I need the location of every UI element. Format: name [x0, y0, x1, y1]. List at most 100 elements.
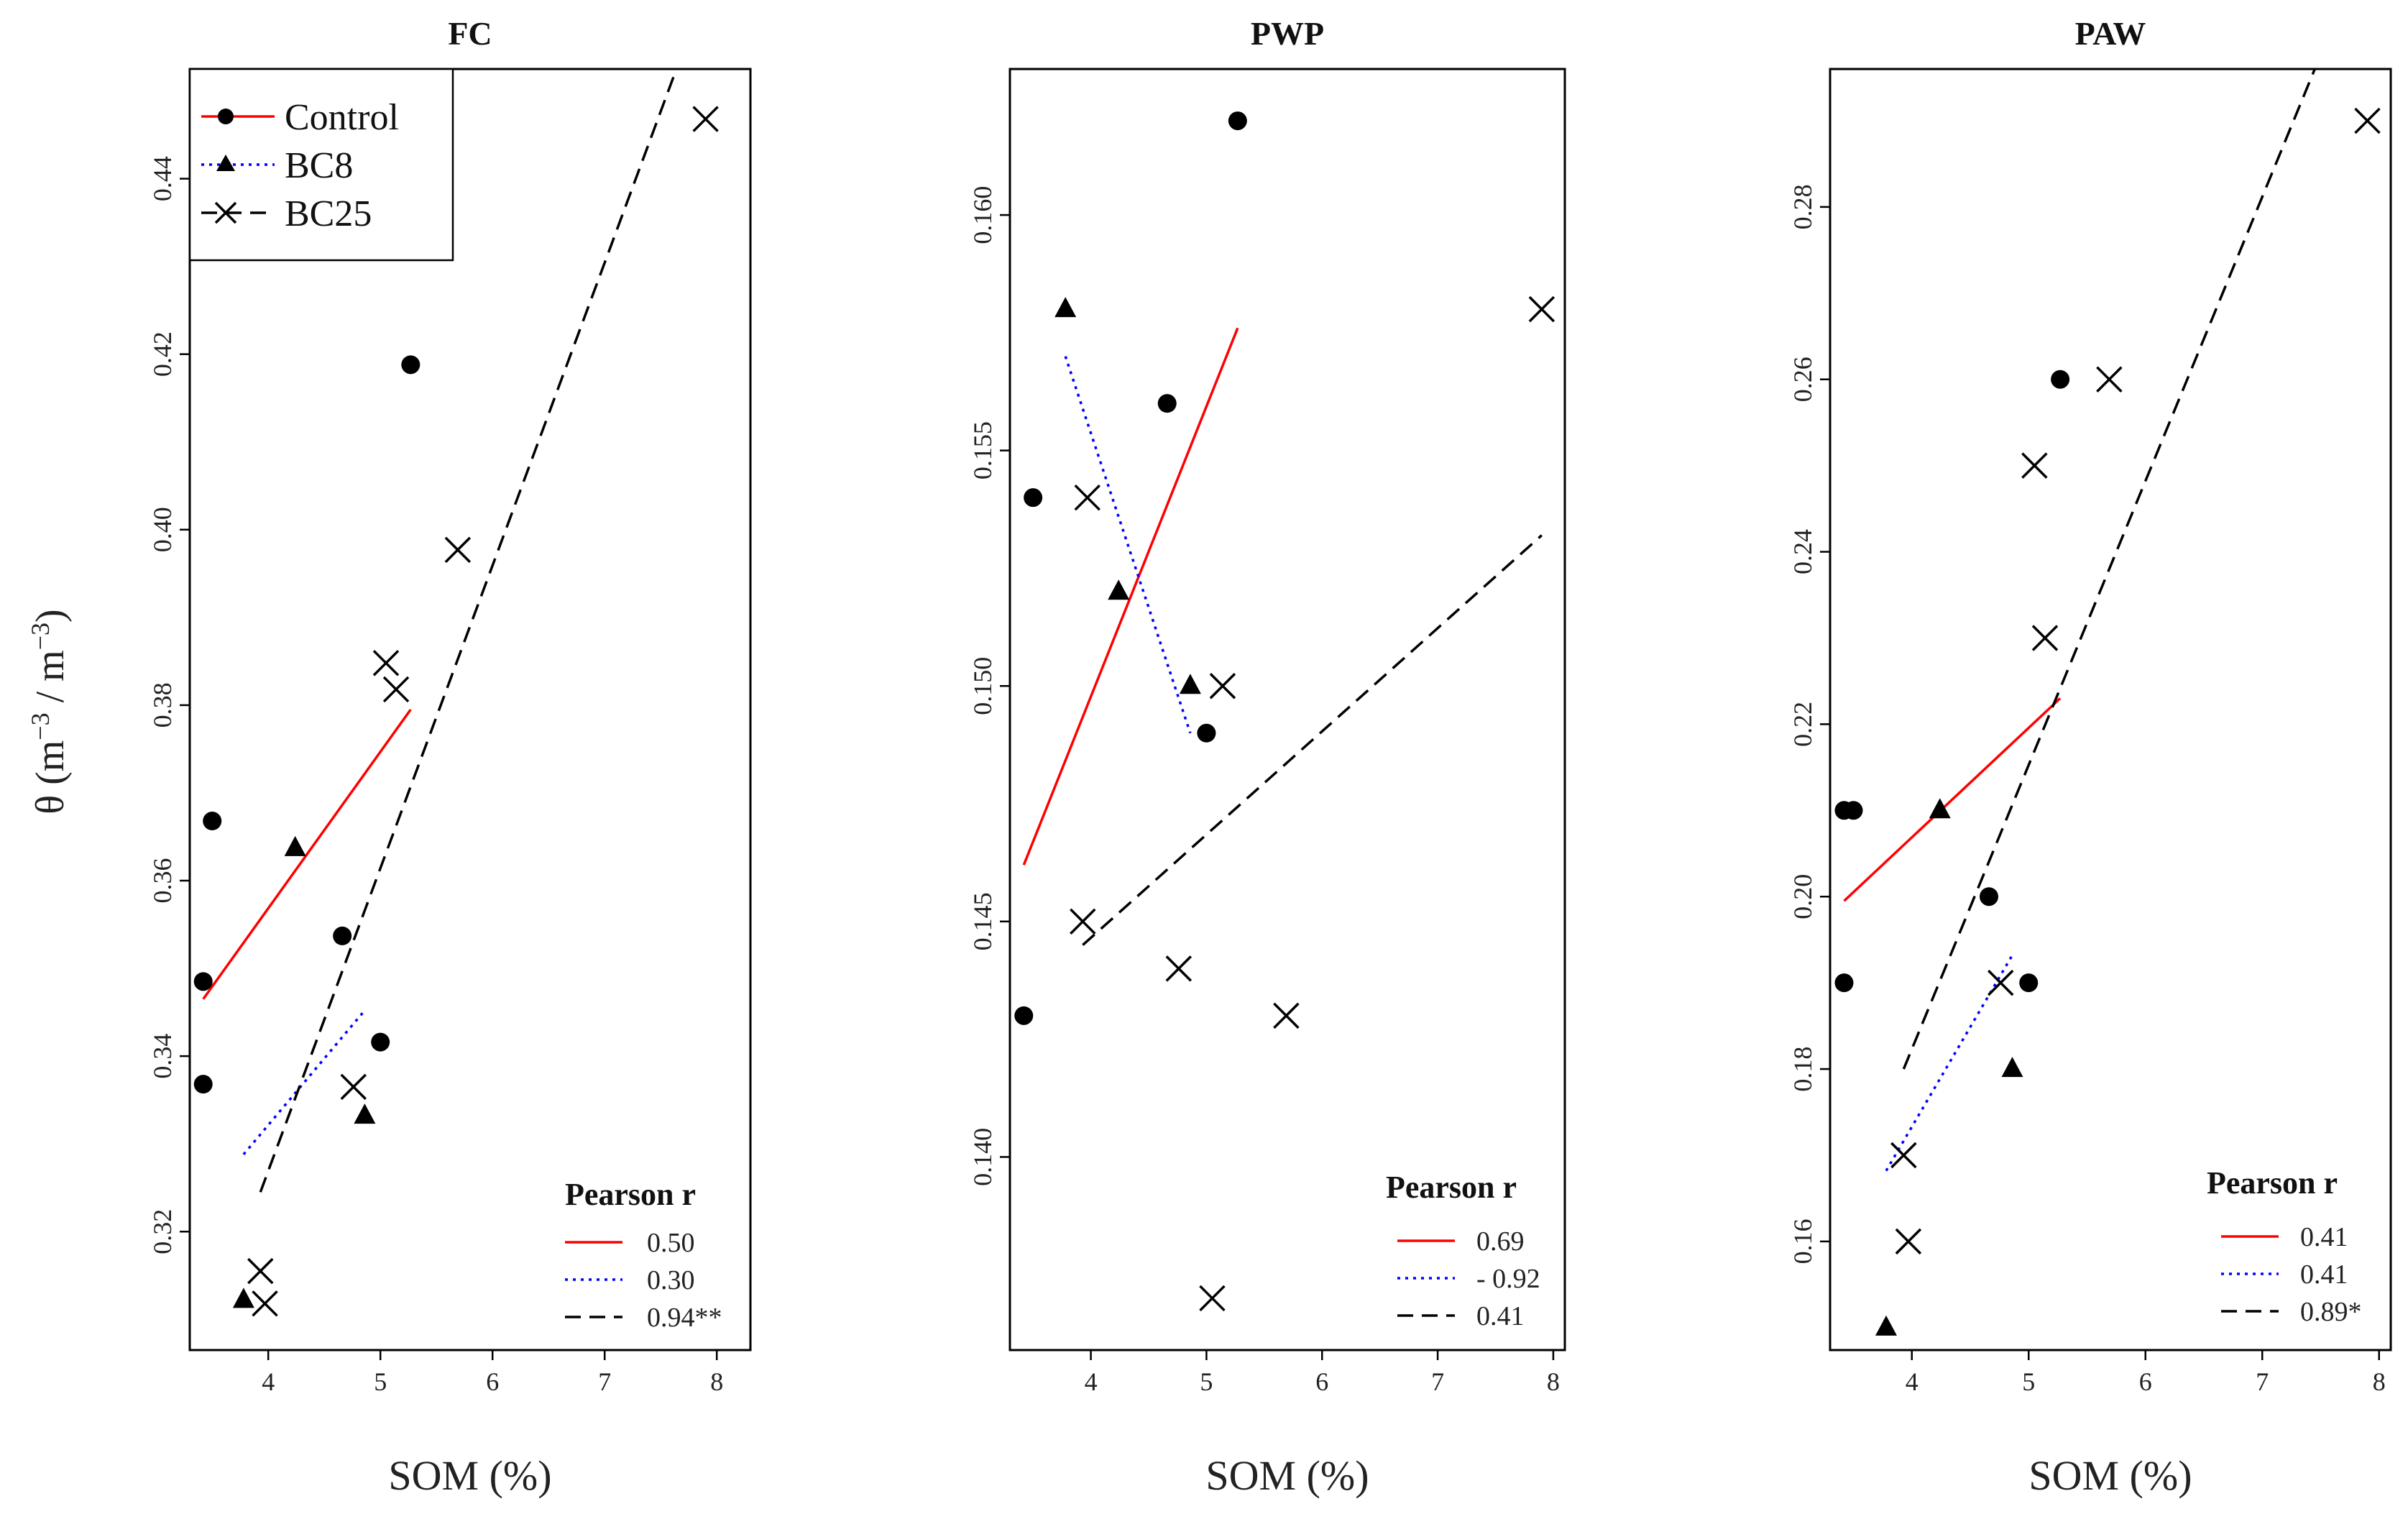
correlation-heading: Pearson r	[1386, 1170, 1517, 1205]
legend-marker-x	[214, 201, 237, 224]
pearson-r-control: 0.41	[2300, 1222, 2348, 1252]
fit-line-bc25	[1902, 69, 2316, 1070]
point-bc25	[340, 1073, 367, 1101]
y-tick-label: 0.28	[1788, 184, 1817, 229]
point-control	[2019, 973, 2039, 993]
point-bc25	[1890, 1142, 1917, 1169]
correlation-box: Pearson r 0.50 0.30 0.94**	[565, 1177, 722, 1333]
point-bc8	[1875, 1315, 1897, 1336]
correlation-box: Pearson r 0.69 - 0.92 0.41	[1386, 1170, 1540, 1331]
legend-label: BC25	[285, 193, 372, 234]
y-tick-label: 0.32	[148, 1209, 177, 1254]
y-axis: 0.32 0.34 0.36 0.38 0.40 0.42 0.44	[148, 156, 190, 1254]
point-bc8	[232, 1288, 254, 1308]
x-axis-label: SOM (%)	[388, 1452, 551, 1499]
panel-title: PWP	[1251, 15, 1324, 52]
x-tick-label: 6	[1315, 1367, 1328, 1396]
point-bc25	[252, 1290, 278, 1317]
y-tick-label: 0.155	[968, 421, 997, 479]
x-tick-label: 4	[262, 1367, 275, 1396]
point-control	[2051, 370, 2070, 389]
y-axis: 0.140 0.145 0.150 0.155 0.160	[968, 186, 1010, 1186]
point-bc25	[1209, 673, 1236, 699]
y-tick-label: 0.150	[968, 657, 997, 715]
y-axis: 0.16 0.18 0.20 0.22 0.24 0.26 0.28	[1788, 184, 1830, 1264]
x-tick-label: 7	[598, 1367, 611, 1396]
y-tick-label: 0.26	[1788, 357, 1817, 402]
pearson-r-bc8: - 0.92	[1476, 1264, 1540, 1294]
pearson-r-control: 0.50	[647, 1228, 695, 1258]
plot-frame	[1008, 68, 1566, 1352]
x-axis-label: SOM (%)	[1205, 1452, 1369, 1499]
y-tick-label: 0.24	[1788, 529, 1817, 574]
x-axis: 4 5 6 7 8	[1906, 1350, 2386, 1396]
point-control	[1014, 1006, 1034, 1025]
point-bc25	[1895, 1228, 1922, 1255]
fit-line-control	[1022, 327, 1239, 866]
point-control	[1980, 887, 1998, 907]
x-tick-label: 7	[2256, 1367, 2269, 1396]
x-tick-label: 6	[486, 1367, 499, 1396]
fit-line-bc25	[1082, 534, 1543, 946]
point-bc25	[2031, 625, 2059, 651]
x-tick-label: 5	[1200, 1367, 1213, 1396]
point-bc8	[354, 1103, 376, 1124]
x-tick-label: 5	[2022, 1367, 2035, 1396]
x-tick-label: 6	[2139, 1367, 2152, 1396]
point-control	[193, 972, 213, 991]
point-bc25	[1273, 1002, 1300, 1029]
point-control	[401, 355, 421, 375]
pearson-r-bc8: 0.41	[2300, 1259, 2348, 1290]
legend-entry-bc25: BC25	[201, 193, 372, 234]
x-tick-label: 7	[1431, 1367, 1444, 1396]
point-bc8	[2001, 1057, 2023, 1078]
point-bc25	[1070, 908, 1096, 935]
point-bc8	[1054, 297, 1077, 318]
point-control	[1834, 973, 1854, 993]
x-axis: 4 5 6 7 8	[262, 1350, 723, 1396]
fit-line-control	[1843, 697, 2062, 902]
point-bc25	[2096, 366, 2123, 393]
correlation-heading: Pearson r	[2207, 1165, 2338, 1201]
fit-line-bc8	[242, 1009, 366, 1155]
y-tick-label: 0.145	[968, 892, 997, 950]
point-control	[1024, 488, 1043, 508]
plot-area	[1014, 111, 1555, 1312]
point-bc25	[1987, 969, 2014, 996]
point-bc8	[1929, 798, 1951, 819]
point-bc25	[1074, 484, 1100, 511]
y-tick-label: 0.16	[1788, 1219, 1817, 1264]
point-bc25	[1528, 295, 1555, 323]
x-tick-label: 4	[1085, 1367, 1098, 1396]
y-tick-label: 0.18	[1788, 1047, 1817, 1092]
point-bc8	[284, 835, 306, 856]
point-control	[1844, 801, 1863, 820]
plot-area	[1834, 69, 2381, 1336]
pearson-r-bc8: 0.30	[647, 1265, 695, 1295]
legend-entry-bc8: BC8	[201, 145, 353, 186]
y-tick-label: 0.34	[148, 1034, 177, 1079]
pearson-r-bc25: 0.41	[1476, 1301, 1525, 1331]
y-tick-label: 0.42	[148, 331, 177, 377]
point-bc25	[372, 650, 400, 676]
correlation-heading: Pearson r	[565, 1177, 696, 1212]
legend-entry-control: Control	[201, 97, 399, 138]
x-tick-label: 8	[2373, 1367, 2386, 1396]
legend-marker-triangle	[216, 155, 235, 171]
fit-line-control	[202, 708, 412, 1000]
panel-title: FC	[448, 15, 492, 52]
plot-frame	[188, 68, 752, 1352]
y-tick-label: 0.38	[148, 682, 177, 728]
point-control	[1157, 394, 1177, 413]
point-bc25	[247, 1257, 274, 1285]
pearson-r-bc25: 0.94**	[647, 1303, 722, 1333]
legend: Control BC8 BC25	[188, 68, 454, 262]
panel-paw: PAW 4 5 6 7 8 0.16 0.18 0.20 0.22 0.24 0.26 0.28 S…	[1788, 15, 2392, 1499]
panel-fc: FC 4 5 6 7 8 0.32 0.34 0.36 0.38 0.40 0.42 0.44 SO…	[148, 15, 752, 1499]
x-axis: 4 5 6 7 8	[1085, 1350, 1560, 1396]
plot-area	[193, 69, 719, 1317]
point-bc8	[1108, 579, 1130, 600]
point-bc25	[1165, 955, 1192, 982]
panel-title: PAW	[2075, 15, 2146, 52]
